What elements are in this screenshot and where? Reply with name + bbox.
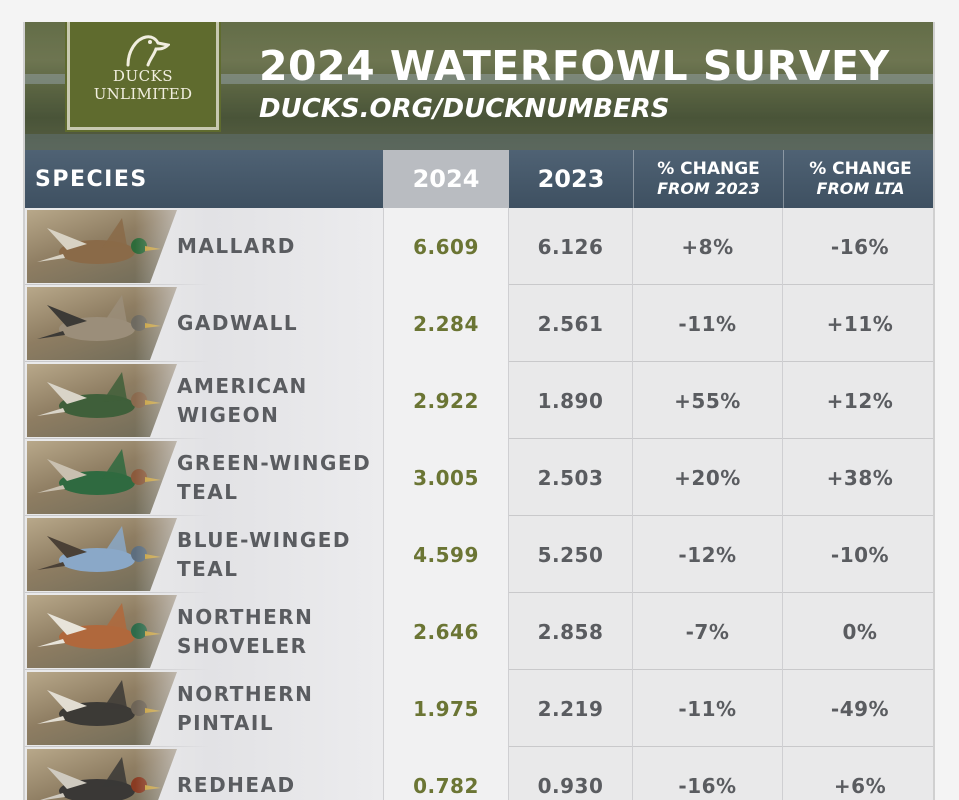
value-2023: 1.890 xyxy=(509,362,633,439)
change-from-lta: 0% xyxy=(842,619,878,644)
column-header-change-2023-top: % CHANGE xyxy=(657,159,760,179)
value-2024: 4.599 xyxy=(383,516,509,593)
value-2024: 3.005 xyxy=(383,439,509,516)
value-2024: 2.646 xyxy=(383,593,509,670)
column-header-change-lta: % CHANGE FROM LTA xyxy=(783,150,933,208)
logo-text-unlimited: UNLIMITED xyxy=(93,85,193,103)
change-from-lta: +6% xyxy=(833,773,887,798)
change-from-2023: -7% xyxy=(633,593,783,670)
column-header-species: SPECIES xyxy=(35,166,148,192)
change-from-2023: +20% xyxy=(633,439,783,516)
species-name: MALLARD xyxy=(177,234,296,258)
column-header-change-2023-bottom: FROM 2023 xyxy=(657,179,760,198)
value-2023: 0.930 xyxy=(509,747,633,800)
value-2024: 1.975 xyxy=(383,670,509,747)
page-title: 2024 WATERFOWL SURVEY xyxy=(259,42,890,90)
logo-text-ducks: DUCKS xyxy=(112,67,174,85)
species-name: GADWALL xyxy=(177,311,299,335)
table-row: NORTHERN PINTAIL 1.975 2.219 -11% -49% xyxy=(25,670,933,747)
column-header-2023: 2023 xyxy=(537,165,605,193)
duck-head-icon xyxy=(126,35,170,67)
value-2024: 0.782 xyxy=(383,747,509,800)
value-2023: 5.250 xyxy=(509,516,633,593)
value-2023: 2.858 xyxy=(509,593,633,670)
change-from-2023: +8% xyxy=(633,208,783,285)
table-row: REDHEAD 0.782 0.930 -16% +6% xyxy=(25,747,933,800)
change-from-lta: +11% xyxy=(826,311,894,336)
value-2024: 2.922 xyxy=(383,362,509,439)
species-name: NORTHERN SHOVELER xyxy=(177,604,314,658)
table-row: GADWALL 2.284 2.561 -11% +11% xyxy=(25,285,933,362)
column-header-2024: 2024 xyxy=(383,150,509,208)
value-2023: 2.219 xyxy=(509,670,633,747)
column-header-change-2023: % CHANGE FROM 2023 xyxy=(633,150,783,208)
change-from-lta: +12% xyxy=(826,388,894,413)
table-row: AMERICAN WIGEON 2.922 1.890 +55% +12% xyxy=(25,362,933,439)
value-2023: 2.503 xyxy=(509,439,633,516)
change-from-2023: -16% xyxy=(633,747,783,800)
value-2024: 6.609 xyxy=(383,208,509,285)
table-row: NORTHERN SHOVELER 2.646 2.858 -7% 0% xyxy=(25,593,933,670)
change-from-2023: -12% xyxy=(633,516,783,593)
species-name: GREEN-WINGED TEAL xyxy=(177,450,372,504)
survey-card: 2024 WATERFOWL SURVEY DUCKS.ORG/DUCKNUMB… xyxy=(23,22,935,800)
website-link[interactable]: DUCKS.ORG/DUCKNUMBERS xyxy=(259,94,670,124)
value-2023: 6.126 xyxy=(509,208,633,285)
column-header-change-lta-top: % CHANGE xyxy=(809,159,912,179)
change-from-lta: -49% xyxy=(830,696,890,721)
table-header: SPECIES 2024 2023 % CHANGE FROM 2023 % C… xyxy=(25,150,933,208)
change-from-2023: +55% xyxy=(633,362,783,439)
value-2024: 2.284 xyxy=(383,285,509,362)
table-row: MALLARD 6.609 6.126 +8% -16% xyxy=(25,208,933,285)
change-from-2023: -11% xyxy=(633,285,783,362)
column-header-change-lta-bottom: FROM LTA xyxy=(816,179,905,198)
change-from-lta: -16% xyxy=(830,234,890,259)
change-from-2023: -11% xyxy=(633,670,783,747)
table-row: GREEN-WINGED TEAL 3.005 2.503 +20% +38% xyxy=(25,439,933,516)
species-name: NORTHERN PINTAIL xyxy=(177,681,314,735)
change-from-lta: -10% xyxy=(830,542,890,567)
change-from-lta: +38% xyxy=(826,465,894,490)
species-name: AMERICAN WIGEON xyxy=(177,373,308,427)
ducks-unlimited-logo[interactable]: DUCKS UNLIMITED xyxy=(65,22,221,132)
species-name: REDHEAD xyxy=(177,773,296,797)
table-row: BLUE-WINGED TEAL 4.599 5.250 -12% -10% xyxy=(25,516,933,593)
species-name: BLUE-WINGED TEAL xyxy=(177,527,351,581)
value-2023: 2.561 xyxy=(509,285,633,362)
